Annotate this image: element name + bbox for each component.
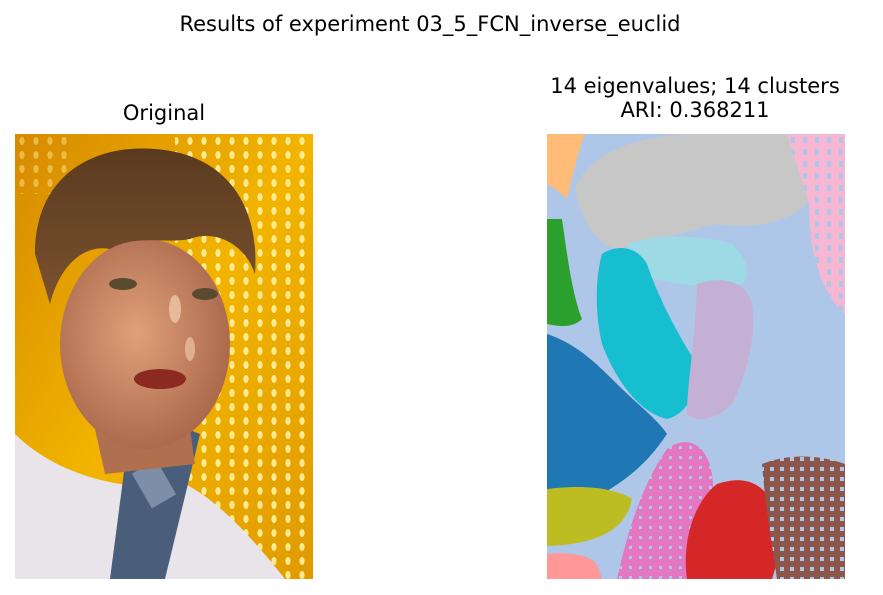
- original-image-drawing: [15, 134, 313, 579]
- cluster-map-drawing: [547, 134, 845, 579]
- cluster-map: [547, 134, 845, 579]
- clusters-title-line1: 14 eigenvalues; 14 clusters: [550, 74, 840, 98]
- original-image: [15, 134, 313, 579]
- figure-suptitle: Results of experiment 03_5_FCN_inverse_e…: [179, 12, 681, 36]
- clusters-panel-title: 14 eigenvalues; 14 clusters ARI: 0.36821…: [480, 74, 883, 122]
- clusters-title-line2: ARI: 0.368211: [620, 98, 770, 122]
- original-panel-title: Original: [122, 101, 206, 125]
